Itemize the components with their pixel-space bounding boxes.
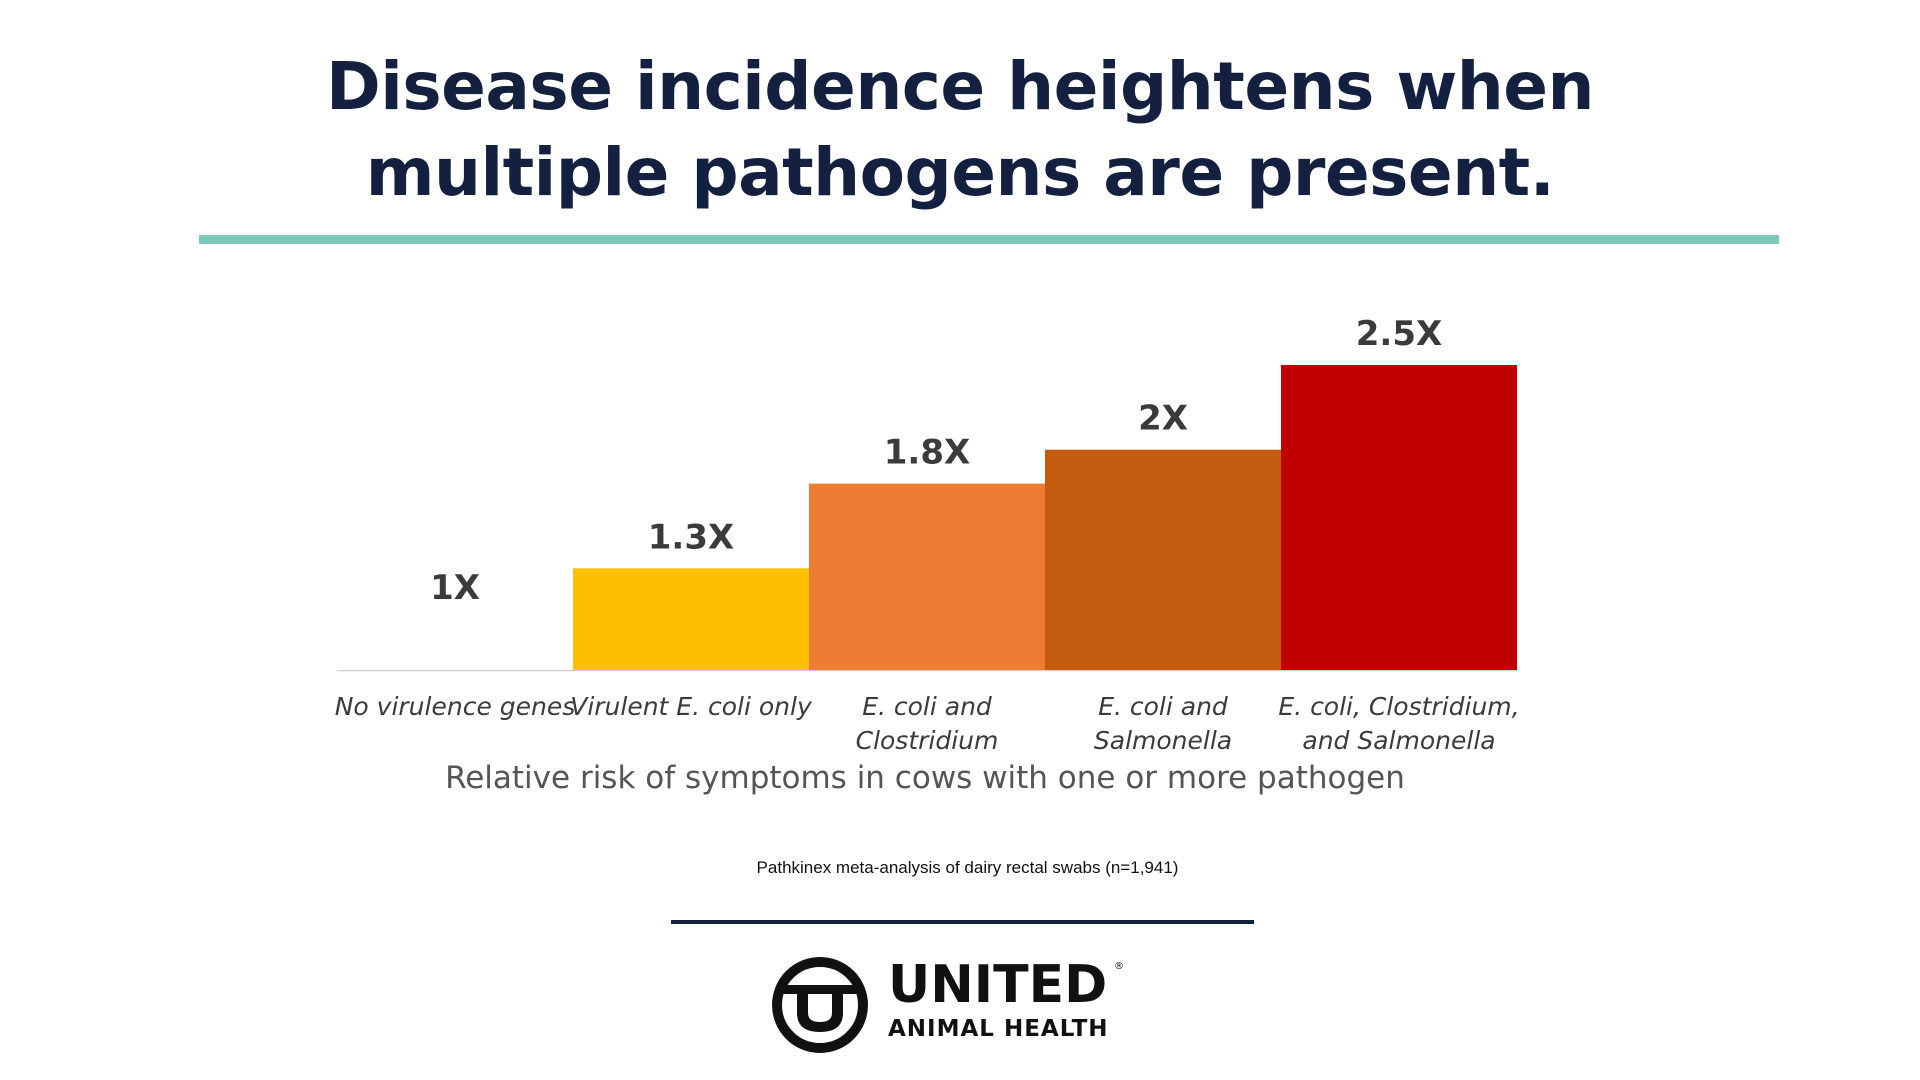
category-label-3: E. coli and Clostridium [856, 692, 999, 755]
data-label-3: 1.8X [884, 433, 970, 473]
page-title: Disease incidence heightens when multipl… [0, 44, 1920, 216]
company-logo: UNITED ® ANIMAL HEALTH [770, 955, 1130, 1055]
bar-4 [1045, 449, 1281, 670]
data-label-1: 1X [430, 568, 480, 608]
footer-divider [671, 920, 1254, 924]
bar-5 [1281, 365, 1517, 670]
category-label-4: E. coli and Salmonella [1094, 692, 1232, 755]
category-label-1: No virulence genes [335, 692, 576, 721]
united-u-logo-icon [772, 957, 868, 1053]
category-label-5: E. coli, Clostridium, and Salmonella [1278, 692, 1519, 755]
data-label-4: 2X [1138, 399, 1188, 439]
x-axis-title: Relative risk of symptoms in cows with o… [445, 760, 1405, 796]
category-label-2: Virulent E. coli only [570, 692, 813, 721]
data-label-5: 2.5X [1356, 314, 1442, 354]
brand-subtitle: ANIMAL HEALTH [888, 1016, 1109, 1042]
bar-2 [573, 568, 809, 670]
title-line-2: multiple pathogens are present. [365, 134, 1555, 211]
title-underline [199, 235, 1779, 244]
title-line-1: Disease incidence heightens when [325, 48, 1595, 125]
data-label-2: 1.3X [648, 517, 734, 557]
source-note: Pathkinex meta-analysis of dairy rectal … [756, 858, 1179, 877]
bar-3 [809, 483, 1045, 670]
bar-1 [337, 619, 573, 670]
brand-name: UNITED [888, 955, 1108, 1015]
registered-mark: ® [1114, 961, 1124, 972]
bar-chart: 1X No virulence genes 1.3X Virulent E. coli… [335, 314, 1520, 755]
